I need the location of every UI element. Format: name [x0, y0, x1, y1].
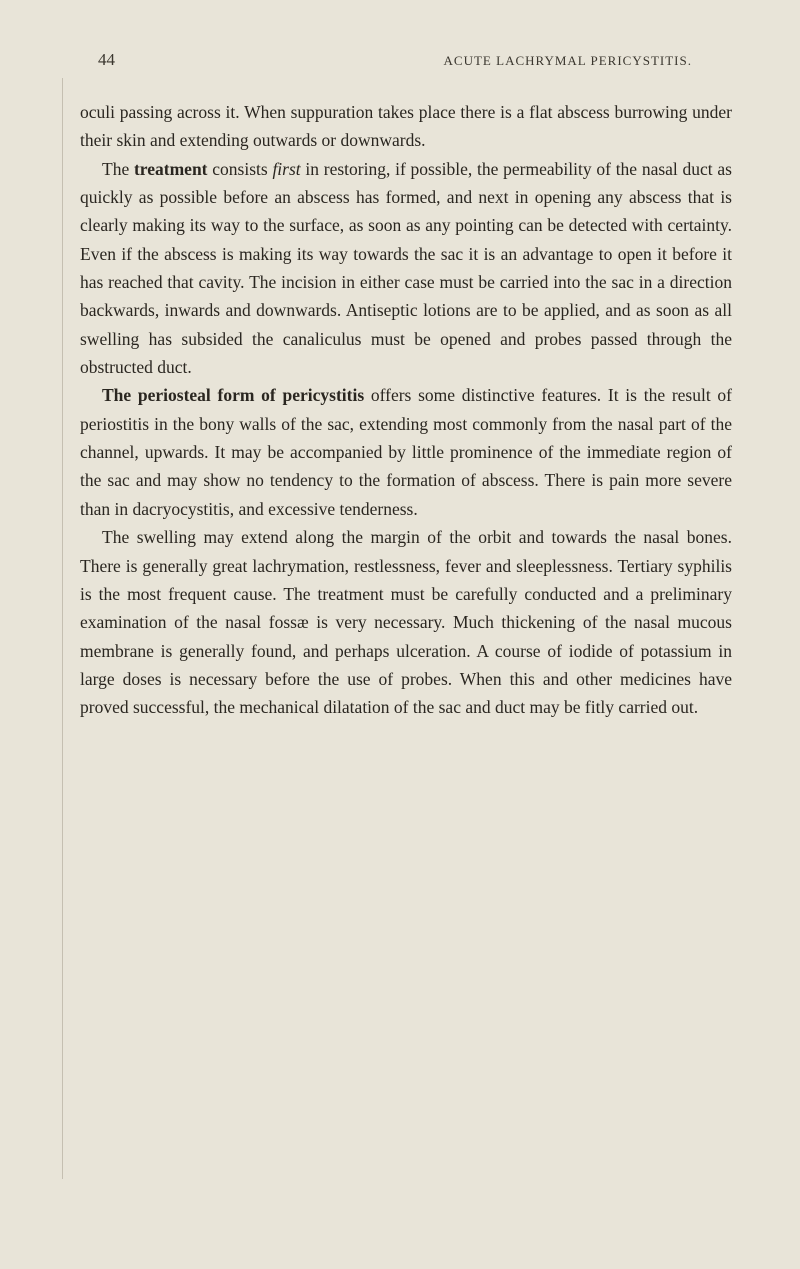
p4-text: The swelling may extend along the margin… — [80, 527, 732, 717]
body-text: oculi passing across it. When suppuratio… — [80, 98, 732, 722]
page-number: 44 — [98, 50, 115, 70]
running-header: ACUTE LACHRYMAL PERICYSTITIS. — [444, 53, 692, 69]
p2-bold-treatment: treatment — [134, 159, 208, 179]
paragraph-2: The treatment consists first in restorin… — [80, 155, 732, 382]
p2-lead: The — [102, 159, 134, 179]
page-header: 44 ACUTE LACHRYMAL PERICYSTITIS. — [80, 50, 732, 70]
paragraph-3: The periosteal form of pericystitis offe… — [80, 381, 732, 523]
left-margin-rule — [62, 78, 63, 1179]
p3-rest: offers some dis­tinctive features. It is… — [80, 385, 732, 518]
paragraph-1: oculi passing across it. When suppuratio… — [80, 98, 732, 155]
p2-rest: in restoring, if possible, the permeabil… — [80, 159, 732, 377]
p2-mid1: consists — [208, 159, 273, 179]
p1-text: oculi passing across it. When suppuratio… — [80, 102, 732, 150]
p3-bold-heading: The periosteal form of pericystitis — [102, 385, 364, 405]
page-container: 44 ACUTE LACHRYMAL PERICYSTITIS. oculi p… — [80, 50, 732, 1179]
p2-italic-first: first — [272, 159, 300, 179]
paragraph-4: The swelling may extend along the margin… — [80, 523, 732, 721]
